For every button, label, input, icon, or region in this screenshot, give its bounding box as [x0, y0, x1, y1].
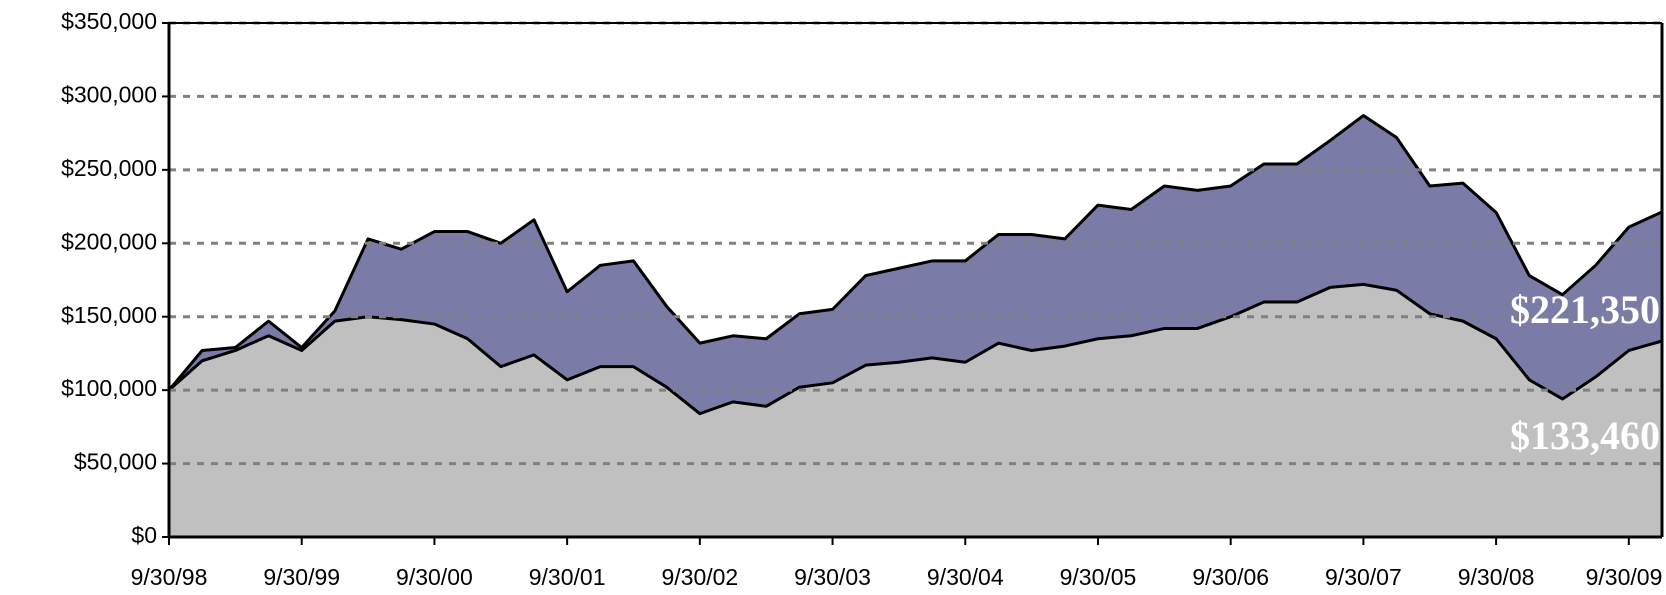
x-tick-label: 9/30/02: [661, 564, 738, 590]
x-tick-label: 9/30/03: [794, 564, 871, 590]
y-tick-label: $100,000: [61, 375, 157, 401]
line: [168, 282, 1663, 416]
y-tick-label: $200,000: [61, 228, 157, 254]
y-tick-label: $300,000: [61, 82, 157, 108]
area: [169, 284, 1662, 537]
y-tick-label: $250,000: [61, 155, 157, 181]
y-tick-label: $350,000: [61, 8, 157, 34]
y-tick-label: $0: [131, 522, 157, 548]
x-tick-label: 9/30/09: [1586, 564, 1663, 590]
x-tick-label: 9/30/01: [529, 564, 606, 590]
x-tick-label: 9/30/07: [1325, 564, 1402, 590]
x-tick-label: 9/30/00: [396, 564, 473, 590]
x-tick-label: 9/30/99: [263, 564, 340, 590]
x-tick-label: 9/30/08: [1458, 564, 1535, 590]
x-tick-label: 9/30/05: [1060, 564, 1137, 590]
value-label: $221,350: [1510, 287, 1660, 332]
x-tick-label: 9/30/98: [131, 564, 208, 590]
y-tick-label: $50,000: [74, 449, 157, 475]
x-tick-label: 9/30/06: [1192, 564, 1269, 590]
value-label: $133,460: [1510, 413, 1660, 458]
line: [167, 114, 1663, 392]
x-tick-label: 9/30/04: [927, 564, 1004, 590]
y-tick-label: $150,000: [61, 302, 157, 328]
